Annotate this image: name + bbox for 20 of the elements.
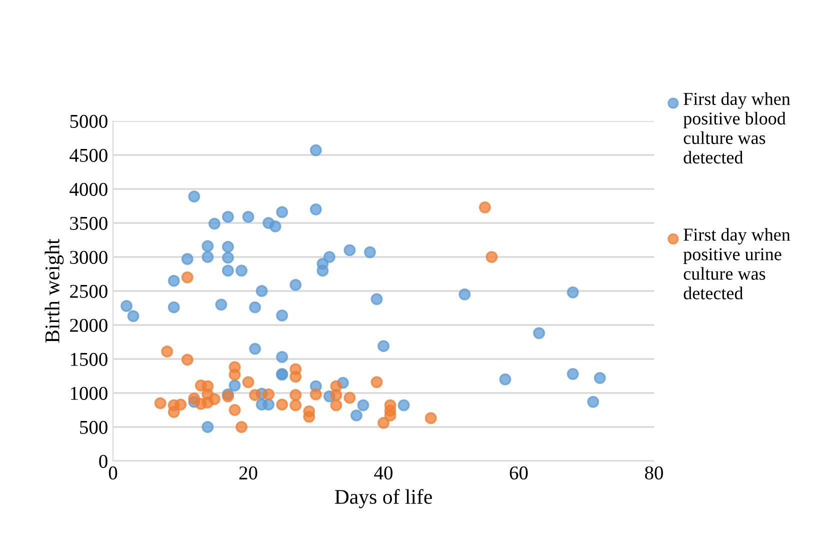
y-tick-label: 4500 (70, 148, 108, 162)
y-tick-label: 3500 (70, 216, 108, 230)
y-tick-label: 5000 (70, 114, 108, 128)
legend-label: First day when positive blood culture was detected (683, 92, 790, 164)
x-axis-title: Days of life (334, 489, 432, 508)
x-tick-label: 80 (645, 466, 663, 480)
x-tick-label: 0 (108, 466, 118, 480)
y-tick-label: 0 (99, 454, 108, 468)
x-tick-label: 40 (374, 466, 392, 480)
y-tick-label: 1000 (70, 386, 108, 400)
y-tick-label: 2000 (70, 318, 108, 332)
y-tick-label: 1500 (70, 352, 108, 366)
x-tick-label: 20 (239, 466, 258, 480)
y-tick-label: 500 (80, 420, 108, 434)
y-tick-label: 4000 (70, 182, 108, 196)
legend-label: First day when positive urine culture was detected (683, 228, 790, 300)
y-axis-title: Birth weight (44, 238, 64, 343)
y-tick-label: 3000 (70, 250, 108, 264)
x-tick-label: 60 (510, 466, 528, 480)
y-tick-label: 2500 (70, 284, 108, 298)
